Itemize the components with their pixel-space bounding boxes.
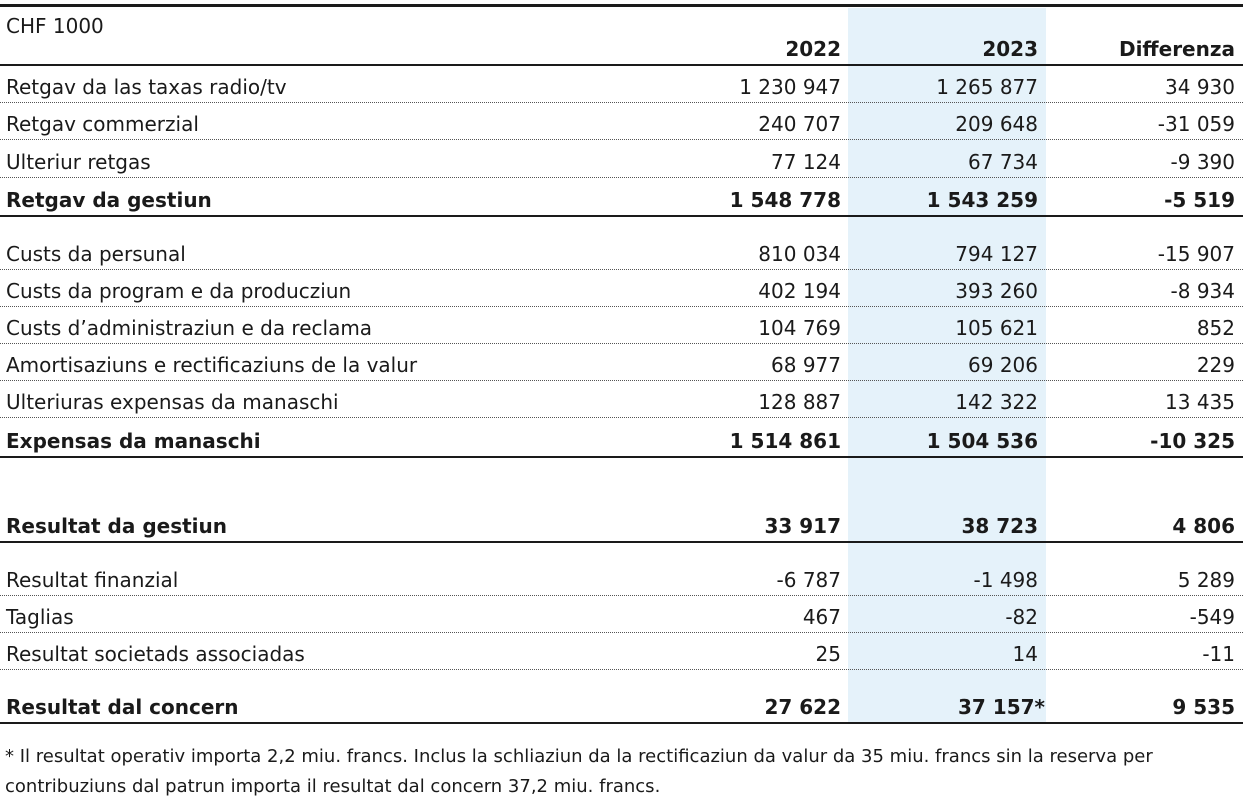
value-difference: 34 930 bbox=[1165, 75, 1235, 99]
value-difference: -8 934 bbox=[1170, 279, 1235, 303]
value-difference: 852 bbox=[1196, 316, 1235, 340]
value-2023: 794 127 bbox=[955, 242, 1038, 266]
value-2023: 69 206 bbox=[968, 353, 1038, 377]
table-row: Amortisaziuns e rectificaziuns de la val… bbox=[0, 344, 1243, 381]
value-2023: 1 265 877 bbox=[936, 75, 1038, 99]
value-2023: 37 157* bbox=[957, 695, 1045, 719]
row-label: Resultat finanzial bbox=[6, 568, 179, 592]
value-2022: 240 707 bbox=[758, 112, 841, 136]
value-2023: 1 504 536 bbox=[926, 429, 1038, 453]
value-difference: 13 435 bbox=[1165, 390, 1235, 414]
row-label: Amortisaziuns e rectificaziuns de la val… bbox=[6, 353, 418, 377]
footnote: * Il resultat operativ importa 2,2 miu. … bbox=[5, 746, 1153, 797]
table-row: Ulteriuras expensas da manaschi 128 887 … bbox=[0, 381, 1243, 418]
table-row: Resultat finanzial -6 787 -1 498 5 289 bbox=[0, 558, 1243, 596]
subtotal-row: Resultat da gestiun 33 917 38 723 4 806 bbox=[0, 500, 1243, 543]
value-2022: 467 bbox=[802, 605, 841, 629]
table-row: Custs d’administraziun e da reclama 104 … bbox=[0, 307, 1243, 344]
value-2023: 209 648 bbox=[955, 112, 1038, 136]
value-difference: -15 907 bbox=[1157, 242, 1235, 266]
value-2022: 33 917 bbox=[764, 514, 841, 538]
value-difference: -10 325 bbox=[1150, 429, 1235, 453]
row-label: Custs d’administraziun e da reclama bbox=[6, 316, 373, 340]
value-2022: 68 977 bbox=[771, 353, 841, 377]
header-2023: 2023 bbox=[982, 37, 1038, 61]
value-2023: 67 734 bbox=[968, 150, 1038, 174]
value-difference: 5 289 bbox=[1177, 568, 1235, 592]
value-2023: -1 498 bbox=[973, 568, 1038, 592]
table-row: Custs da program e da producziun 402 194… bbox=[0, 270, 1243, 307]
unit-label: CHF 1000 bbox=[6, 14, 104, 38]
value-difference: -549 bbox=[1189, 605, 1235, 629]
value-2022: 1 514 861 bbox=[729, 429, 841, 453]
value-2022: 402 194 bbox=[758, 279, 841, 303]
value-2022: 1 230 947 bbox=[739, 75, 841, 99]
value-difference: 9 535 bbox=[1172, 695, 1235, 719]
row-label: Resultat dal concern bbox=[6, 695, 239, 719]
value-2022: 128 887 bbox=[758, 390, 841, 414]
row-label: Ulteriuras expensas da manaschi bbox=[6, 390, 339, 414]
subtotal-row: Expensas da manaschi 1 514 861 1 504 536… bbox=[0, 418, 1243, 458]
value-2022: 27 622 bbox=[764, 695, 841, 719]
value-difference: -5 519 bbox=[1164, 188, 1235, 212]
value-2023: 1 543 259 bbox=[926, 188, 1038, 212]
table-row: Ulteriur retgas 77 124 67 734 -9 390 bbox=[0, 140, 1243, 178]
subtotal-row: Retgav da gestiun 1 548 778 1 543 259 -5… bbox=[0, 178, 1243, 217]
table-row: Custs da persunal 810 034 794 127 -15 90… bbox=[0, 233, 1243, 270]
row-label: Ulteriur retgas bbox=[6, 150, 151, 174]
table-row: Retgav da las taxas radio/tv 1 230 947 1… bbox=[0, 67, 1243, 103]
row-label: Retgav commerzial bbox=[6, 112, 199, 136]
row-label: Retgav da gestiun bbox=[6, 188, 212, 212]
table-row: Retgav commerzial 240 707 209 648 -31 05… bbox=[0, 103, 1243, 140]
value-difference: 229 bbox=[1196, 353, 1235, 377]
value-2023: 38 723 bbox=[961, 514, 1038, 538]
total-row: Resultat dal concern 27 622 37 157* 9 53… bbox=[0, 684, 1243, 724]
value-difference: -9 390 bbox=[1170, 150, 1235, 174]
value-2023: 142 322 bbox=[955, 390, 1038, 414]
row-label: Resultat da gestiun bbox=[6, 514, 227, 538]
table-row: Resultat societads associadas 25 14 -11 bbox=[0, 633, 1243, 670]
value-2022: 810 034 bbox=[758, 242, 841, 266]
row-label: Custs da persunal bbox=[6, 242, 186, 266]
value-difference: -11 bbox=[1202, 642, 1235, 666]
value-2023: 105 621 bbox=[955, 316, 1038, 340]
table-row: Taglias 467 -82 -549 bbox=[0, 596, 1243, 633]
value-2022: 25 bbox=[815, 642, 841, 666]
value-2022: 104 769 bbox=[758, 316, 841, 340]
value-difference: -31 059 bbox=[1157, 112, 1235, 136]
value-2023: -82 bbox=[1005, 605, 1038, 629]
header-difference: Differenza bbox=[1118, 37, 1235, 61]
highlight-column-2023 bbox=[848, 8, 1046, 724]
row-label: Custs da program e da producziun bbox=[6, 279, 352, 303]
row-label: Expensas da manaschi bbox=[6, 429, 261, 453]
row-label: Retgav da las taxas radio/tv bbox=[6, 75, 287, 99]
value-2023: 14 bbox=[1012, 642, 1038, 666]
header-2022: 2022 bbox=[785, 37, 841, 61]
top-rule bbox=[0, 4, 1243, 7]
value-2022: 1 548 778 bbox=[729, 188, 841, 212]
value-2022: -6 787 bbox=[776, 568, 841, 592]
value-2022: 77 124 bbox=[771, 150, 841, 174]
value-2023: 393 260 bbox=[955, 279, 1038, 303]
header-row: 2022 2023 Differenza bbox=[0, 8, 1243, 66]
row-label: Resultat societads associadas bbox=[6, 642, 305, 666]
row-label: Taglias bbox=[6, 605, 74, 629]
value-difference: 4 806 bbox=[1172, 514, 1235, 538]
